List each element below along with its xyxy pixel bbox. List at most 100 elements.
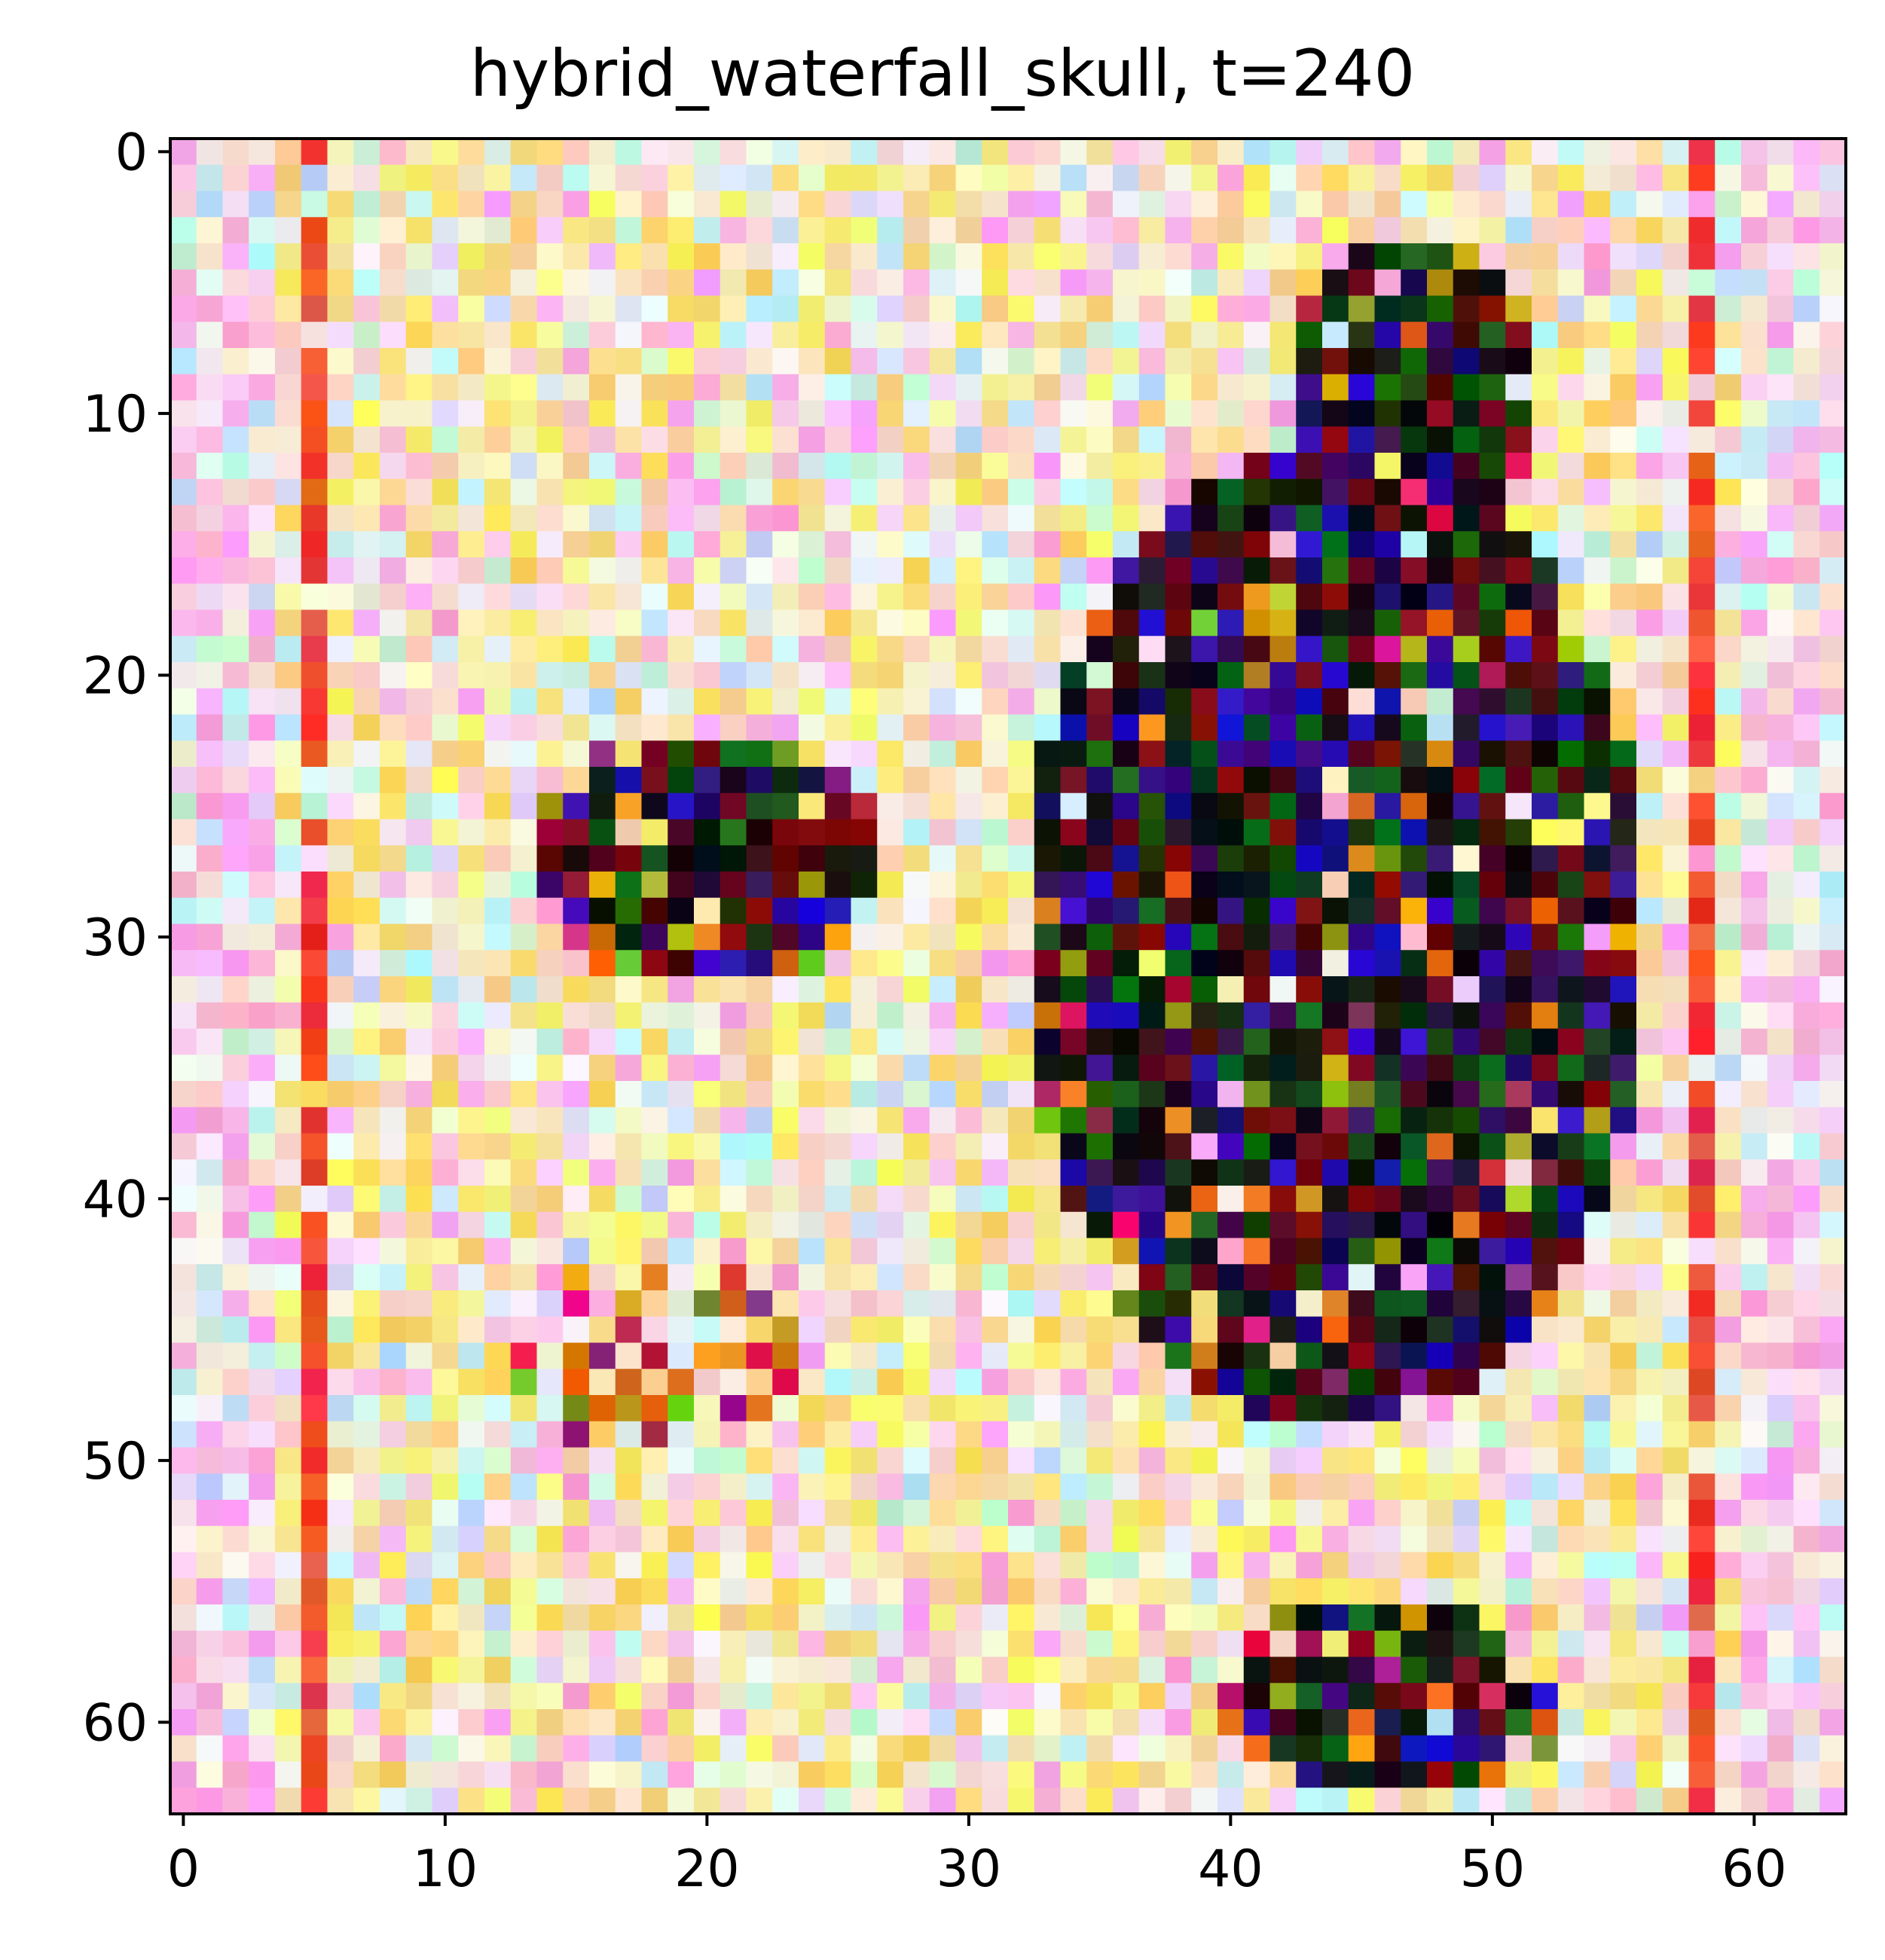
pixel [249,426,276,453]
pixel [563,1735,590,1763]
pixel [694,1447,721,1474]
pixel [1688,1238,1715,1265]
pixel [1741,819,1768,846]
pixel [1034,1604,1062,1632]
pixel [589,1735,616,1763]
pixel [772,1788,799,1815]
pixel [1243,139,1271,166]
pixel [615,1238,643,1265]
pixel [1060,1630,1087,1658]
pixel [1348,1290,1376,1317]
pixel [353,714,380,741]
pixel [353,1395,380,1422]
pixel [1636,164,1664,192]
pixel [615,1133,643,1160]
pixel [1557,1290,1585,1317]
pixel [1557,1395,1585,1422]
pixel [1243,609,1271,637]
pixel [405,269,433,297]
pixel [1269,1735,1297,1763]
pixel [432,1656,459,1684]
pixel [1427,557,1454,585]
pixel [982,609,1009,637]
pixel [799,1133,826,1160]
pixel [1479,1788,1506,1815]
pixel [772,976,799,1003]
pixel [249,845,276,872]
pixel [1505,426,1532,453]
pixel [746,322,773,349]
pixel [877,688,904,716]
pixel [1688,1788,1715,1815]
pixel [380,872,407,899]
pixel [1138,1238,1166,1265]
pixel [222,1342,249,1369]
pixel [641,322,668,349]
pixel [589,662,616,689]
pixel [641,1290,668,1317]
pixel [1401,688,1428,716]
pixel [353,1159,380,1186]
pixel [1532,400,1559,427]
pixel [1113,819,1140,846]
pixel [1296,531,1323,558]
pixel [1453,1761,1480,1788]
pixel [1636,1630,1664,1658]
pixel [1191,426,1218,453]
pixel [1427,1735,1454,1763]
pixel [1505,976,1532,1003]
pixel [1505,1342,1532,1369]
pixel [353,505,380,532]
pixel [1243,1525,1271,1553]
pixel [1165,191,1192,218]
pixel [196,1369,224,1396]
pixel [851,950,878,977]
pixel [432,1735,459,1763]
pixel [1296,217,1323,244]
pixel [799,1630,826,1658]
pixel [1401,1107,1428,1134]
pixel [1636,792,1664,820]
pixel [1060,583,1087,611]
pixel [1034,792,1062,820]
pixel [1401,1238,1428,1265]
pixel [1688,1028,1715,1055]
pixel [1086,662,1114,689]
pixel [196,295,224,322]
pixel [1138,1002,1166,1030]
pixel [824,1159,852,1186]
pixel [563,1604,590,1632]
pixel [1793,1028,1820,1055]
pixel [1086,1395,1114,1422]
pixel [484,217,512,244]
pixel [1086,1002,1114,1030]
pixel [1584,1369,1611,1396]
pixel [563,374,590,401]
pixel [510,1761,538,1788]
pixel [903,583,930,611]
pixel [615,1525,643,1553]
pixel [641,688,668,716]
pixel [353,662,380,689]
pixel [1374,950,1401,977]
pixel [432,688,459,716]
pixel [1269,636,1297,663]
pixel [563,714,590,741]
pixel [1296,950,1323,977]
pixel [589,872,616,899]
pixel [170,1395,197,1422]
pixel [1348,1107,1376,1134]
pixel [1767,740,1795,768]
pixel [536,164,564,192]
pixel [851,1473,878,1501]
pixel [1453,453,1480,480]
pixel [249,1525,276,1553]
pixel [1793,453,1820,480]
pixel [1401,1525,1428,1553]
pixel [877,322,904,349]
pixel [353,1630,380,1658]
pixel [903,897,930,925]
pixel [1636,1421,1664,1449]
pixel [1060,1238,1087,1265]
pixel [1269,295,1297,322]
